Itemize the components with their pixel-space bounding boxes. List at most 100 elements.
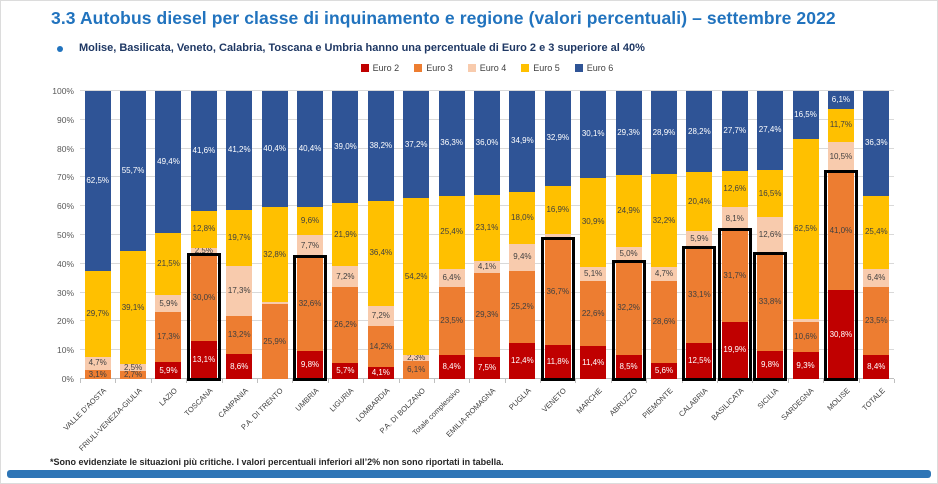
x-axis-tick: [717, 379, 719, 383]
segment-value-label: 16,5%: [794, 109, 817, 119]
segment-value-label: 19,9%: [723, 345, 747, 355]
x-axis-tick: [787, 379, 789, 383]
bar-segment-euro-4: 10,5%: [827, 142, 854, 173]
bar-segment-euro-2: 11,4%: [580, 346, 607, 379]
highlight-box: [717, 228, 752, 381]
segment-value-label: 8,4%: [442, 361, 461, 371]
segment-value-label: 30,8%: [829, 329, 853, 339]
segment-value-label: 7,2%: [336, 271, 355, 281]
legend-label: Euro 4: [479, 63, 507, 73]
bar-segment-euro-4: [261, 301, 288, 305]
bullet-icon: [57, 46, 63, 52]
segment-value-label: 9,6%: [300, 216, 320, 226]
segment-value-label: 32,6%: [298, 298, 322, 308]
bar-segment-euro-2: 5,6%: [650, 362, 677, 379]
y-axis-tick-label: 30%: [56, 287, 74, 298]
y-axis-tick-label: 70%: [56, 172, 74, 183]
segment-value-label: 41,0%: [829, 226, 853, 236]
x-axis-tick: [540, 379, 542, 383]
segment-value-label: 7,7%: [300, 240, 320, 250]
segment-value-label: 36,4%: [369, 248, 393, 258]
bar-segment-euro-5: 54,2%: [403, 198, 430, 355]
segment-value-label: 62,5%: [794, 223, 817, 233]
bar-segment-euro-2: 12,5%: [686, 343, 713, 379]
segment-value-label: 17,3%: [227, 286, 251, 296]
segment-value-label: 27,4%: [758, 125, 782, 135]
bar-segment-euro-6: 30,1%: [580, 91, 607, 178]
bar-segment-euro-4: 5,9%: [686, 230, 713, 248]
bar-segment-euro-2: 7,5%: [474, 357, 500, 379]
bar-segment-euro-4: 2,3%: [403, 354, 430, 362]
bar-segment-euro-6: 28,2%: [686, 91, 713, 173]
bar-segment-euro-3: 3,1%: [84, 370, 111, 379]
bar-segment-euro-3: 33,1%: [686, 247, 713, 344]
legend-label: Euro 6: [586, 63, 614, 73]
bar-segment-euro-2: 8,4%: [438, 354, 465, 379]
segment-value-label: 13,2%: [227, 330, 251, 340]
bar-segment-euro-5: 32,2%: [650, 174, 677, 267]
bar-segment-euro-5: 62,5%: [792, 138, 819, 319]
bar-segment-euro-3: 25,9%: [261, 304, 288, 379]
segment-value-label: 9,8%: [761, 359, 780, 369]
segment-value-label: 38,2%: [369, 140, 393, 150]
segment-value-label: 39,1%: [121, 302, 145, 312]
segment-value-label: 27,7%: [723, 125, 747, 135]
bar-segment-euro-3: 10,6%: [792, 321, 819, 353]
segment-value-label: 21,5%: [157, 259, 180, 269]
bar-segment-euro-6: 36,0%: [474, 91, 500, 195]
legend-item-euro-5: Euro 5: [521, 63, 560, 73]
segment-value-label: 9,3%: [796, 360, 815, 370]
bar-segment-euro-2: 9,8%: [297, 350, 324, 379]
legend-label: Euro 2: [372, 63, 400, 73]
segment-value-label: 7,5%: [477, 363, 497, 373]
bar-segment-euro-3: 33,8%: [757, 253, 784, 351]
segment-value-label: 2,5%: [194, 246, 213, 256]
segment-value-label: 4,1%: [371, 368, 390, 378]
bar-segment-euro-5: 24,9%: [615, 175, 642, 248]
segment-value-label: 4,7%: [88, 358, 107, 368]
segment-value-label: 29,7%: [86, 308, 110, 318]
x-axis-label: BASILICATA: [708, 386, 746, 423]
bar-segment-euro-3: 17,3%: [155, 312, 182, 363]
x-axis-label: UMBRIA: [293, 386, 321, 413]
bar-segment-euro-2: 30,8%: [827, 290, 854, 379]
bar-segment-euro-6: 34,9%: [509, 91, 536, 192]
segment-value-label: 30,9%: [581, 217, 605, 227]
x-axis-label: PIEMONTE: [640, 386, 675, 421]
segment-value-label: 8,6%: [230, 361, 249, 371]
bar-segment-euro-4: 5,1%: [580, 266, 607, 282]
segment-value-label: 5,9%: [159, 365, 178, 375]
x-axis-tick: [115, 379, 117, 383]
segment-value-label: 29,3%: [475, 310, 499, 320]
x-axis-tick: [433, 379, 435, 383]
segment-value-label: 9,4%: [513, 252, 532, 262]
x-axis-label: ABRUZZO: [607, 386, 639, 418]
bar-segment-euro-3: 14,2%: [367, 326, 394, 368]
segment-value-label: 25,2%: [511, 301, 534, 311]
segment-value-label: 54,2%: [404, 271, 428, 281]
bar-segment-euro-4: 17,3%: [226, 266, 253, 317]
bar-segment-euro-6: 27,7%: [721, 91, 748, 171]
segment-value-label: 11,7%: [829, 120, 852, 130]
x-axis-tick: [610, 379, 612, 383]
segment-value-label: 6,4%: [442, 272, 461, 282]
x-axis-label: LOMBARDIA: [353, 386, 392, 424]
bar-segment-euro-3: 26,2%: [332, 287, 359, 363]
bar-segment-euro-2: 12,4%: [509, 343, 536, 379]
x-axis-label: SICILIA: [755, 386, 781, 411]
bar-segment-euro-2: 8,4%: [863, 354, 890, 379]
segment-value-label: 30,1%: [581, 129, 605, 139]
segment-value-label: 28,6%: [652, 316, 676, 326]
segment-value-label: 49,4%: [157, 157, 180, 167]
bar-segment-euro-5: 11,7%: [827, 108, 854, 143]
bar-segment-euro-4: 6,4%: [438, 268, 465, 288]
bar-segment-euro-3: 32,6%: [297, 257, 324, 351]
bar-segment-euro-3: 22,6%: [580, 281, 607, 347]
segment-value-label: 6,1%: [831, 94, 851, 104]
segment-value-label: 5,7%: [336, 365, 355, 375]
segment-value-label: 41,6%: [192, 145, 216, 155]
x-axis-tick: [681, 379, 683, 383]
segment-value-label: 21,9%: [334, 229, 357, 239]
x-axis-label: CALABRIA: [677, 386, 710, 419]
x-axis-tick: [221, 379, 223, 383]
